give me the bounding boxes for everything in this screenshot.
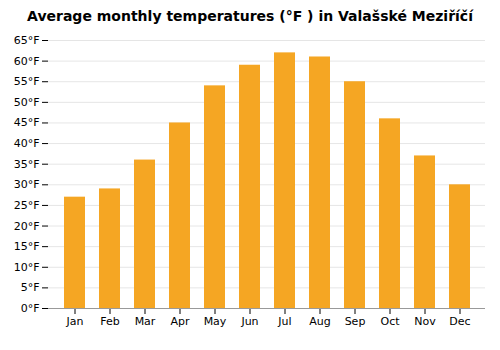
svg-text:Jul: Jul: [277, 315, 291, 328]
svg-text:Dec: Dec: [449, 315, 470, 328]
svg-text:50°F: 50°F: [14, 96, 40, 109]
svg-text:10°F: 10°F: [14, 261, 40, 274]
svg-text:30°F: 30°F: [14, 178, 40, 191]
svg-text:45°F: 45°F: [14, 116, 40, 129]
svg-text:40°F: 40°F: [14, 137, 40, 150]
svg-text:15°F: 15°F: [14, 240, 40, 253]
svg-text:Oct: Oct: [380, 315, 400, 328]
svg-text:Sep: Sep: [345, 315, 366, 328]
svg-text:Nov: Nov: [414, 315, 436, 328]
svg-text:May: May: [204, 315, 227, 328]
svg-text:Feb: Feb: [100, 315, 119, 328]
svg-text:5°F: 5°F: [21, 281, 40, 294]
svg-text:20°F: 20°F: [14, 220, 40, 233]
svg-text:0°F: 0°F: [21, 302, 40, 315]
svg-text:65°F: 65°F: [14, 34, 40, 47]
svg-text:Apr: Apr: [170, 315, 190, 328]
svg-text:60°F: 60°F: [14, 55, 40, 68]
svg-text:Mar: Mar: [135, 315, 156, 328]
svg-text:35°F: 35°F: [14, 158, 40, 171]
svg-text:Jun: Jun: [240, 315, 258, 328]
svg-text:Aug: Aug: [309, 315, 330, 328]
html-text:Average monthly temperatures (: Average monthly temperatures (°F ) in Va…: [27, 8, 473, 24]
svg-text:Jan: Jan: [66, 315, 84, 328]
svg-text:55°F: 55°F: [14, 75, 40, 88]
svg-text:25°F: 25°F: [14, 199, 40, 212]
